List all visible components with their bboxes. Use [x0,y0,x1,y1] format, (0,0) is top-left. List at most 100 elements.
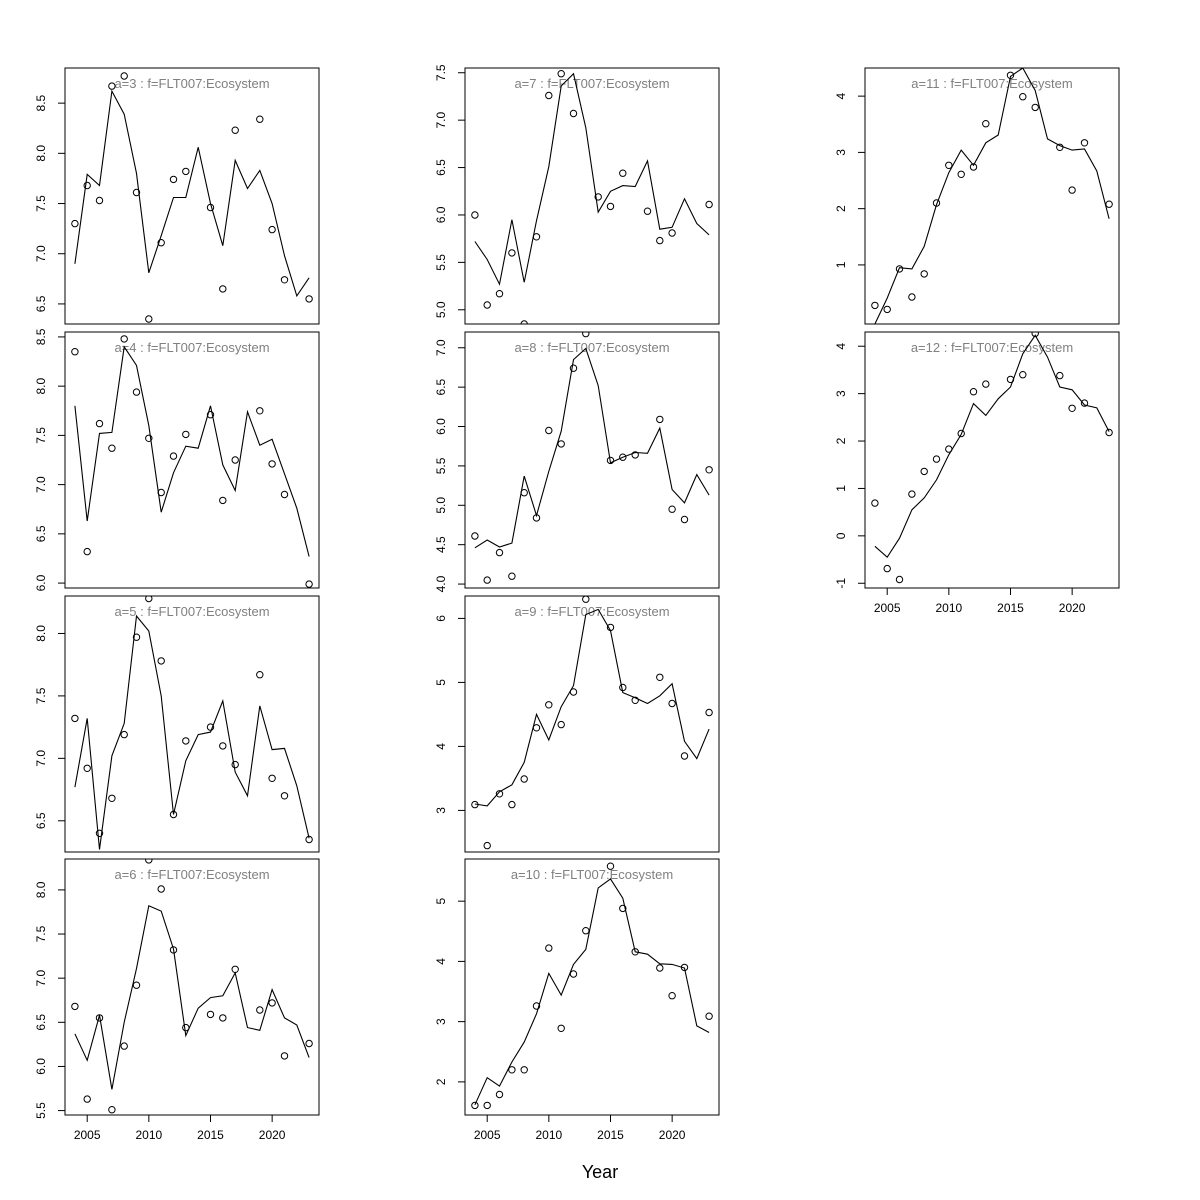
y-tick-label: 2 [834,205,848,212]
observed-point [945,445,953,453]
plot-area [71,596,313,850]
plot-area [71,859,313,1114]
observed-point [268,460,276,468]
observed-point [508,572,516,580]
y-tick-label: 2 [834,437,848,444]
x-tick-label: 2015 [597,1128,624,1142]
y-tick-label: 3 [834,390,848,397]
observed-point [668,505,676,513]
observed-point [256,1006,264,1014]
observed-point [231,126,239,134]
observed-point [520,320,528,324]
observed-point [157,488,165,497]
observed-point [569,109,578,118]
y-tick-label: 1 [834,485,848,492]
observed-point [83,1095,91,1103]
observed-point [305,580,313,588]
y-tick-label: 4 [434,743,448,750]
observed-point [231,456,239,464]
plot-area [471,70,713,324]
observed-point [1056,371,1064,380]
observed-point [182,167,190,176]
observed-point [231,965,239,973]
observed-point [545,701,553,709]
x-tick-label: 2020 [259,1128,286,1142]
observed-point [594,193,602,201]
observed-point [95,1014,104,1022]
observed-point [71,1002,79,1011]
plot-area [871,68,1113,324]
observed-point [471,211,479,219]
panel-title: a=4 : f=FLT007:Ecosystem [114,340,269,355]
fitted-line [474,878,710,1106]
observed-point [268,999,276,1007]
y-tick-label: 8.0 [34,881,48,898]
observed-point [471,800,479,809]
y-tick-label: 6.0 [434,206,448,223]
observed-point [545,426,553,435]
observed-point [206,411,215,419]
fitted-line [74,905,310,1090]
observed-point [969,163,978,171]
observed-point [120,1042,128,1050]
observed-point [532,724,541,732]
observed-point [280,490,289,499]
observed-point [582,927,590,935]
x-tick-label: 2005 [74,1128,101,1142]
panel-frame [464,858,720,1116]
observed-point [569,970,578,978]
observed-point [95,829,104,837]
observed-point [483,576,491,584]
observed-point [305,835,313,844]
observed-point [145,859,153,864]
observed-point [83,181,91,190]
observed-point [495,790,504,798]
y-tick-label: 0 [834,532,848,539]
panel-1: a=3 : f=FLT007:Ecosystem 6.5 7.0 7.5 8.0 8.5 [34,67,320,325]
observed-point [705,708,713,717]
observed-point [280,276,289,284]
observed-point [668,229,676,237]
observed-point [520,775,528,783]
observed-point [206,723,215,731]
observed-point [268,225,276,234]
observed-point [132,981,141,989]
observed-point [108,1106,116,1114]
observed-point [120,72,128,80]
observed-point [545,91,553,100]
observed-point [132,188,141,197]
observed-point [920,467,928,476]
y-tick-label: 8.5 [34,94,48,111]
observed-point [982,120,990,128]
panel-frame [64,331,320,589]
y-tick-label: 6.0 [34,574,48,591]
observed-point [471,532,479,540]
observed-point [656,673,664,681]
observed-point [169,810,178,819]
observed-point [305,295,313,303]
observed-point [631,696,639,704]
observed-point [471,1101,479,1110]
y-tick-label: 5 [434,898,448,905]
observed-point [1080,399,1089,407]
y-tick-label: 7.5 [34,195,48,212]
observed-point [219,285,227,293]
observed-point [108,444,116,452]
observed-point [557,440,565,448]
y-tick-label: 2 [434,1078,448,1085]
fitted-line [874,68,1110,324]
observed-point [95,419,104,428]
observed-point [932,455,941,463]
observed-point [71,348,79,356]
y-tick-label: 6.5 [34,812,48,829]
fitted-line [474,347,710,549]
panel-6: a=8 : f=FLT007:Ecosystem 4.0 4.5 5.0 5.5 6.0 6… [434,331,720,592]
y-tick-label: 8.5 [34,328,48,345]
observed-point [582,596,590,603]
fitted-line [474,72,710,286]
x-tick-label: 2020 [659,1128,686,1142]
y-tick-label: 6.5 [434,378,448,395]
panel-9: a=11 : f=FLT007:Ecosystem 1 2 3 4 [834,67,1120,325]
y-tick-label: 5.0 [434,301,448,318]
y-tick-label: 4 [834,343,848,350]
